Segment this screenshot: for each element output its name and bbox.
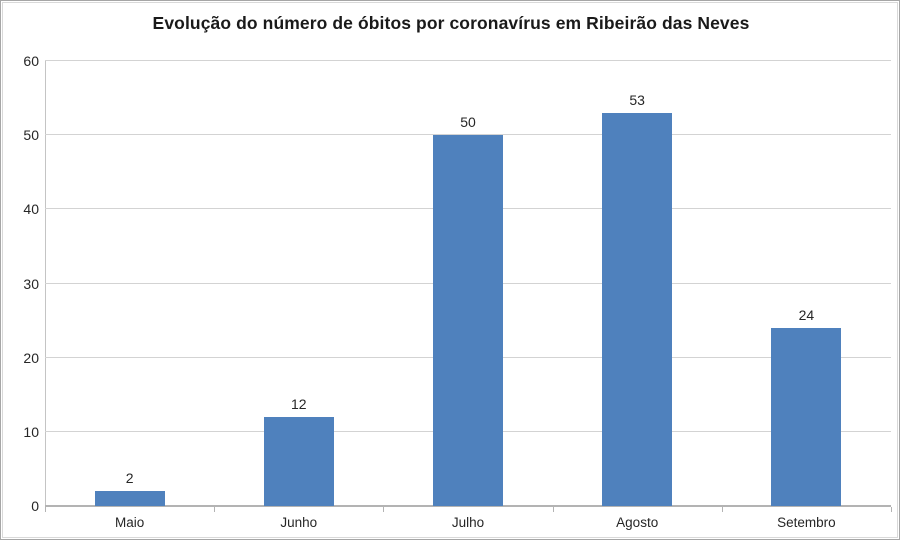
bar-slot: 53: [553, 61, 722, 506]
x-tick-label-maio: Maio: [114, 515, 145, 530]
bars-layer: 2 12 50 53 24: [45, 61, 891, 506]
bar-maio[interactable]: [94, 491, 165, 506]
x-tick-label-junho: Junho: [280, 515, 318, 530]
y-tick-label-0: 0: [31, 498, 39, 514]
x-tick-label-julho: Julho: [451, 515, 485, 530]
bar-value-label-agosto: 53: [629, 91, 645, 108]
y-tick-label-50: 50: [23, 127, 39, 144]
x-tick-mark: [383, 507, 385, 512]
x-tick-mark: [214, 507, 216, 512]
y-tick-label-30: 30: [23, 275, 39, 292]
bar-value-label-maio: 2: [125, 470, 134, 487]
bar-slot: 50: [383, 61, 552, 506]
gridline-60: [45, 60, 891, 61]
x-tick-mark: [552, 507, 554, 512]
bar-slot: 12: [214, 61, 383, 506]
y-tick-label-20: 20: [23, 349, 39, 366]
x-axis-line: [45, 506, 891, 507]
bar-value-label-julho: 50: [460, 114, 476, 131]
x-tick-label-agosto: Agosto: [616, 515, 659, 530]
bar-slot: 24: [722, 61, 891, 506]
bar-julho[interactable]: [432, 135, 503, 506]
bar-slot: 2: [45, 61, 214, 506]
y-axis-line: [45, 61, 46, 507]
bar-value-label-setembro: 24: [798, 307, 815, 323]
bar-value-label-junho: 12: [290, 396, 307, 412]
y-tick-label-10: 10: [23, 423, 39, 440]
bar-agosto[interactable]: [602, 112, 673, 506]
bar-junho[interactable]: [263, 417, 334, 506]
y-tick-label-60: 60: [23, 53, 39, 69]
x-tick-mark: [45, 507, 46, 512]
y-tick-label-40: 40: [23, 201, 39, 218]
y-axis-tick-labels: 0 10 20 30 40 50 60: [1, 54, 39, 513]
gridline-50: [45, 134, 891, 136]
x-tick-mark: [721, 507, 723, 512]
bar-setembro[interactable]: [771, 328, 842, 506]
chart-title: Evolução do número de óbitos por coronav…: [152, 13, 750, 33]
x-tick-mark: [891, 507, 892, 512]
x-tick-label-setembro: Setembro: [777, 515, 836, 530]
x-axis-tick-labels: Maio Junho Julho Agosto Setembro: [45, 513, 891, 537]
